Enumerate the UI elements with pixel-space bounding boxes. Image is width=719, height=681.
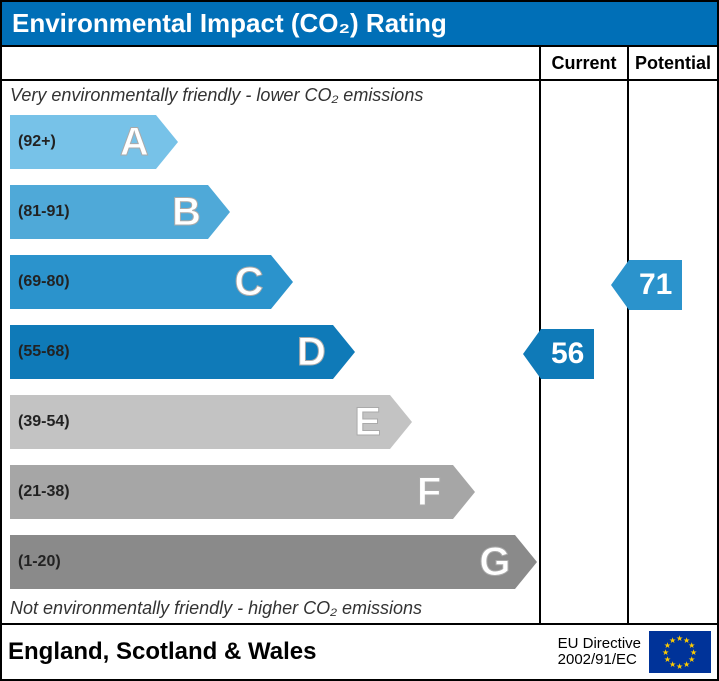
band-letter: B xyxy=(172,190,201,235)
band-letter-wrap: D xyxy=(297,325,330,379)
band-range: (21-38) xyxy=(10,483,70,501)
eu-flag-icon: ★★★★★★★★★★★★ xyxy=(649,631,711,673)
marker-arrow-icon xyxy=(523,329,541,379)
current-column: Current 56 xyxy=(541,47,629,623)
band-letter: E xyxy=(354,400,381,445)
band-row-a: (92+) A xyxy=(10,113,531,171)
band-row-g: (1-20) G xyxy=(10,533,531,591)
caption-top: Very environmentally friendly - lower CO… xyxy=(2,81,431,110)
bands-header-empty xyxy=(2,47,539,81)
band-range: (55-68) xyxy=(10,343,70,361)
band-arrow-icon xyxy=(271,255,293,309)
directive-line2: 2002/91/EC xyxy=(558,652,641,669)
band-letter-wrap: E xyxy=(354,395,385,449)
marker-arrow-icon xyxy=(611,260,629,310)
band-row-c: (69-80) C xyxy=(10,253,531,311)
band-letter: F xyxy=(417,470,441,515)
band-letter: C xyxy=(235,260,264,305)
band-bar: (21-38) xyxy=(10,465,453,519)
band-arrow-icon xyxy=(390,395,412,449)
band-arrow-icon xyxy=(156,115,178,169)
chart-main: Very environmentally friendly - lower CO… xyxy=(0,45,719,625)
directive-text: EU Directive 2002/91/EC xyxy=(558,636,641,669)
band-arrow-icon xyxy=(333,325,355,379)
band-bar: (69-80) xyxy=(10,255,271,309)
chart-footer: England, Scotland & Wales EU Directive 2… xyxy=(0,625,719,681)
caption-bottom: Not environmentally friendly - higher CO… xyxy=(2,594,430,623)
band-range: (81-91) xyxy=(10,203,70,221)
band-row-d: (55-68) D xyxy=(10,323,531,381)
band-arrow-icon xyxy=(515,535,537,589)
band-range: (39-54) xyxy=(10,413,70,431)
band-letter-wrap: B xyxy=(172,185,205,239)
star-icon: ★ xyxy=(683,660,690,669)
bands-list: (92+) A (81-91) B (69-80) C (55-68) D (39-54) E (2… xyxy=(10,113,531,591)
title-text: Environmental Impact (CO₂) Rating xyxy=(12,8,447,38)
current-marker: 56 xyxy=(523,329,594,379)
band-letter-wrap: F xyxy=(417,465,445,519)
marker-value: 56 xyxy=(541,329,594,379)
chart-title: Environmental Impact (CO₂) Rating xyxy=(0,0,719,45)
directive-block: EU Directive 2002/91/EC ★★★★★★★★★★★★ xyxy=(558,631,711,673)
band-range: (92+) xyxy=(10,133,56,151)
band-row-e: (39-54) E xyxy=(10,393,531,451)
potential-column: Potential 71 xyxy=(629,47,717,623)
bands-body: Very environmentally friendly - lower CO… xyxy=(2,81,539,623)
band-letter: A xyxy=(120,120,149,165)
band-letter: D xyxy=(297,330,326,375)
eu-flag-stars: ★★★★★★★★★★★★ xyxy=(649,631,711,673)
star-icon: ★ xyxy=(676,662,683,671)
marker-value: 71 xyxy=(629,260,682,310)
directive-line1: EU Directive xyxy=(558,636,641,653)
band-row-f: (21-38) F xyxy=(10,463,531,521)
band-bar: (39-54) xyxy=(10,395,390,449)
bands-column: Very environmentally friendly - lower CO… xyxy=(2,47,541,623)
current-body: 56 xyxy=(541,81,627,623)
band-arrow-icon xyxy=(453,465,475,519)
band-range: (1-20) xyxy=(10,553,61,571)
band-bar: (55-68) xyxy=(10,325,333,379)
band-letter: G xyxy=(479,540,510,585)
band-row-b: (81-91) B xyxy=(10,183,531,241)
band-letter-wrap: A xyxy=(120,115,153,169)
band-letter-wrap: G xyxy=(479,535,514,589)
eir-chart: Environmental Impact (CO₂) Rating Very e… xyxy=(0,0,719,675)
band-letter-wrap: C xyxy=(235,255,268,309)
current-header: Current xyxy=(541,47,627,81)
potential-marker: 71 xyxy=(611,260,682,310)
star-icon: ★ xyxy=(669,636,676,645)
band-arrow-icon xyxy=(208,185,230,239)
band-bar: (1-20) xyxy=(10,535,515,589)
band-range: (69-80) xyxy=(10,273,70,291)
potential-header: Potential xyxy=(629,47,717,81)
region-text: England, Scotland & Wales xyxy=(8,638,316,666)
potential-body: 71 xyxy=(629,81,717,623)
